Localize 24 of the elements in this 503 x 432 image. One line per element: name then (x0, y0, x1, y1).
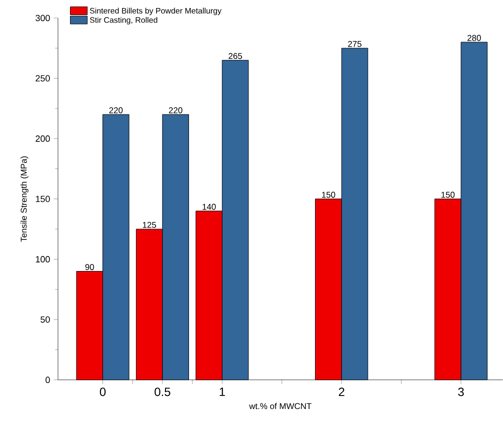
data-label: 140 (202, 204, 216, 210)
y-tick-label: 200 (36, 136, 50, 142)
y-tick-label: 300 (36, 14, 50, 22)
y-tick-label: 0 (46, 376, 50, 384)
y-axis-title: Tensile Strength (MPa) (20, 156, 28, 242)
data-label: 150 (441, 192, 455, 198)
y-tick-label: 50 (40, 316, 50, 323)
y-tick-label: 250 (36, 75, 50, 82)
x-tick-label: 3 (458, 388, 464, 396)
x-axis-title: wt.% of MWCNT (249, 402, 312, 410)
x-tick-label: 0 (100, 388, 106, 396)
data-label: 265 (228, 53, 242, 60)
data-label: 150 (322, 192, 336, 198)
x-tick-label: 1 (220, 388, 225, 396)
y-tick-label: 150 (36, 196, 50, 202)
data-label: 220 (109, 107, 123, 114)
x-tick-label: 0.5 (154, 388, 170, 396)
data-label: 220 (168, 107, 182, 114)
data-label: 90 (85, 264, 94, 270)
data-label: 280 (468, 35, 481, 41)
data-label: 125 (142, 222, 156, 228)
x-tick-label: 2 (338, 388, 344, 396)
y-tick-label: 100 (36, 256, 50, 262)
data-label: 275 (348, 41, 362, 48)
